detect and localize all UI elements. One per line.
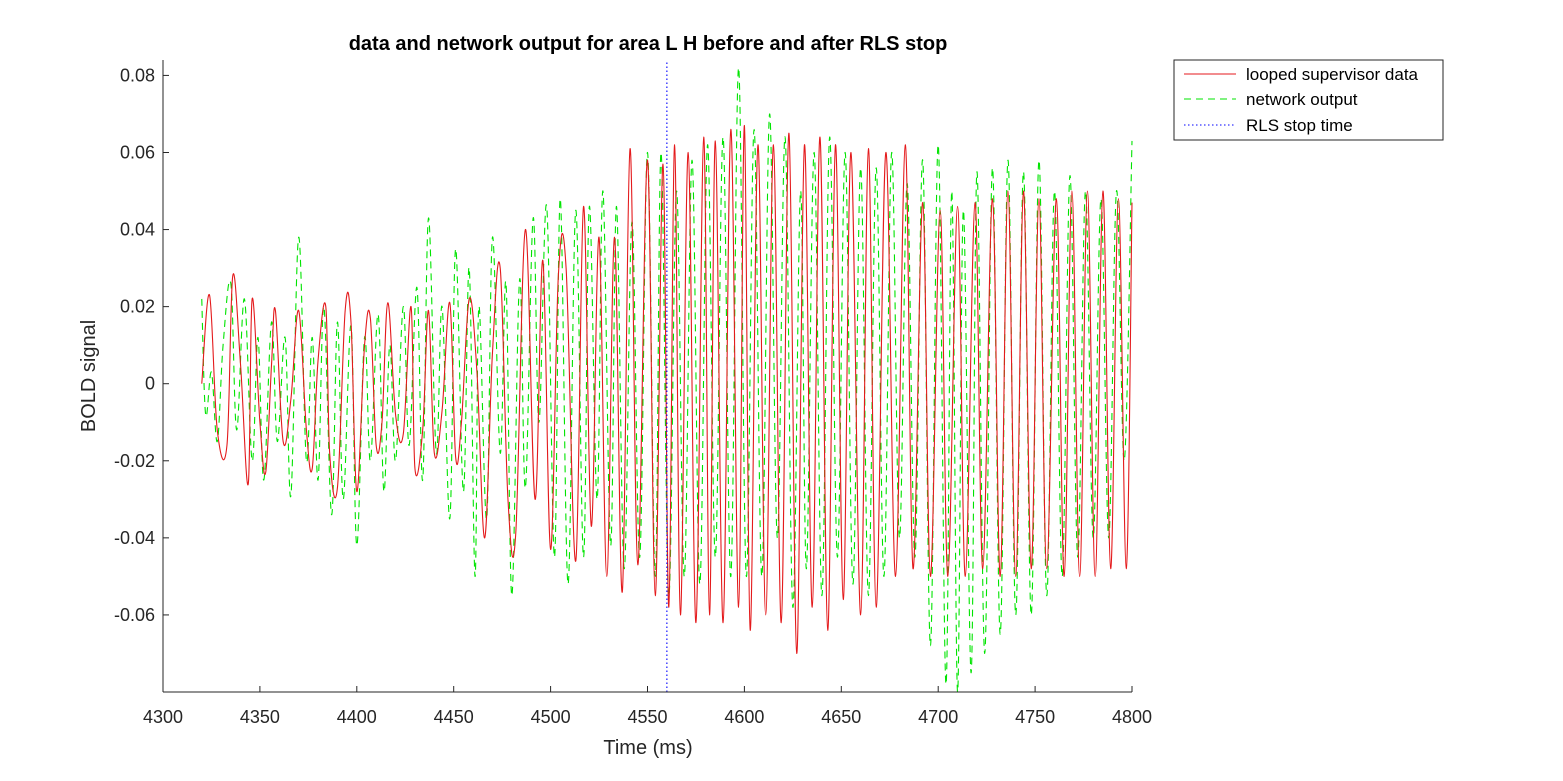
y-tick-label: 0.06 [120, 142, 155, 162]
series-line-looped-supervisor-data [201, 124, 1133, 655]
x-tick-label: 4750 [1015, 707, 1055, 727]
legend: looped supervisor data network output RL… [1173, 59, 1444, 141]
y-ticks: 0.08 0.06 0.04 0.02 0 -0.02 -0.04 -0.06 [114, 65, 169, 625]
x-tick-label: 4550 [627, 707, 667, 727]
legend-label-looped-supervisor-data: looped supervisor data [1246, 65, 1419, 84]
x-tick-label: 4400 [337, 707, 377, 727]
series-layer [201, 60, 1133, 693]
y-tick-label: 0 [145, 374, 155, 394]
x-tick-label: 4300 [143, 707, 183, 727]
y-tick-label: -0.04 [114, 528, 155, 548]
x-ticks: 4300 4350 4400 4450 4500 4550 4600 4650 4700 4750… [143, 686, 1152, 727]
y-tick-label: 0.02 [120, 297, 155, 317]
x-tick-label: 4650 [821, 707, 861, 727]
x-tick-label: 4700 [918, 707, 958, 727]
x-tick-label: 4600 [724, 707, 764, 727]
y-tick-label: 0.08 [120, 65, 155, 85]
x-tick-label: 4500 [531, 707, 571, 727]
x-tick-label: 4350 [240, 707, 280, 727]
y-axis-label: BOLD signal [78, 320, 100, 432]
y-tick-label: -0.02 [114, 451, 155, 471]
y-tick-label: -0.06 [114, 605, 155, 625]
legend-label-network-output: network output [1246, 90, 1358, 109]
legend-label-rls-stop-time: RLS stop time [1246, 116, 1353, 135]
legend-box [1173, 59, 1444, 141]
x-tick-label: 4800 [1112, 707, 1152, 727]
series-line-network-output [201, 67, 1133, 693]
x-tick-label: 4450 [434, 707, 474, 727]
x-axis-label: Time (ms) [603, 737, 692, 759]
y-tick-label: 0.04 [120, 220, 155, 240]
chart-title: data and network output for area L H bef… [349, 33, 948, 55]
